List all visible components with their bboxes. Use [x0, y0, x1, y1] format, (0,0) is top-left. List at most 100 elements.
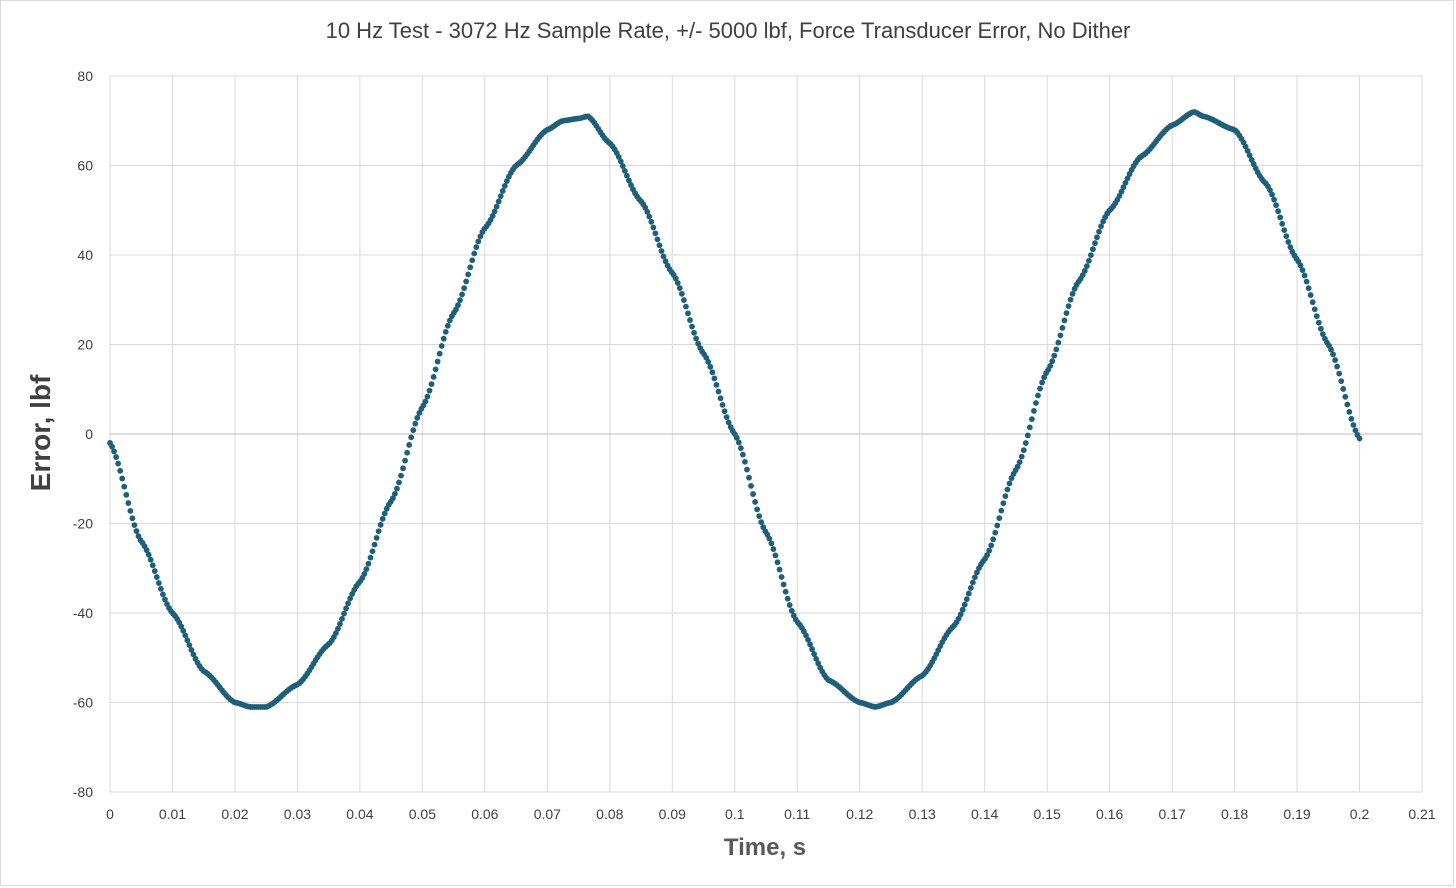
- data-point: [1049, 358, 1056, 365]
- data-point: [1028, 416, 1035, 423]
- data-point: [501, 182, 508, 189]
- data-point: [406, 442, 413, 448]
- data-point: [772, 552, 779, 559]
- data-point: [1313, 313, 1320, 320]
- data-point: [493, 203, 500, 210]
- x-tick-label: 0.19: [1283, 806, 1310, 822]
- data-point: [811, 651, 818, 657]
- data-point: [1065, 303, 1072, 310]
- x-tick-label: 0.02: [221, 806, 248, 822]
- data-point: [365, 560, 372, 567]
- data-point: [444, 322, 451, 329]
- data-point: [723, 414, 730, 421]
- y-tick-label: -80: [73, 784, 93, 800]
- data-point: [715, 388, 722, 395]
- data-point: [969, 579, 976, 586]
- data-point: [389, 495, 396, 502]
- data-point: [1026, 424, 1033, 431]
- data-point: [145, 551, 152, 558]
- x-tick-label: 0.13: [909, 806, 936, 822]
- data-point: [345, 600, 351, 607]
- data-point: [408, 434, 415, 441]
- data-point: [495, 198, 502, 205]
- data-point: [1008, 475, 1015, 482]
- y-tick-label: 80: [77, 68, 93, 84]
- x-tick-label: 0.1: [725, 806, 745, 822]
- data-point: [432, 366, 439, 373]
- data-point: [475, 238, 482, 245]
- data-point: [347, 595, 354, 602]
- data-point: [440, 335, 447, 342]
- data-point: [1328, 346, 1334, 353]
- data-point: [113, 454, 120, 460]
- data-point: [396, 479, 402, 486]
- data-point: [1085, 257, 1092, 264]
- data-point: [430, 374, 437, 380]
- data-point: [1118, 188, 1125, 195]
- data-point: [1285, 239, 1292, 245]
- data-point: [1319, 331, 1326, 338]
- data-point: [740, 451, 746, 458]
- data-point: [813, 655, 820, 662]
- data-point: [335, 625, 341, 632]
- data-point: [615, 154, 622, 160]
- data-point: [1081, 268, 1088, 274]
- data-point: [1020, 447, 1027, 454]
- data-point: [752, 499, 759, 505]
- data-point: [1269, 191, 1275, 198]
- x-tick-labels: 0 0.01 0.02 0.03 0.04 0.05 0.06 0.07 0.08 0.09 0.1…: [106, 806, 1436, 822]
- data-point: [988, 542, 995, 549]
- data-point: [1069, 290, 1076, 297]
- data-point: [648, 218, 655, 225]
- data-point: [160, 591, 166, 598]
- data-point: [1301, 272, 1308, 279]
- data-point: [123, 491, 130, 498]
- data-point: [744, 466, 750, 473]
- y-tick-label: 60: [77, 158, 93, 174]
- x-tick-label: 0.21: [1408, 806, 1435, 822]
- chart-title: 10 Hz Test - 3072 Hz Sample Rate, +/- 50…: [325, 18, 1131, 43]
- data-point: [343, 605, 349, 612]
- data-point: [1004, 486, 1011, 493]
- data-point: [182, 632, 189, 639]
- data-point: [778, 574, 785, 580]
- data-point: [678, 290, 685, 297]
- data-point: [986, 547, 993, 554]
- data-point: [1092, 240, 1098, 247]
- y-tick-labels: 80 60 40 20 0 -20 -40 -60 -80: [73, 68, 93, 800]
- data-point: [499, 188, 506, 194]
- data-point: [369, 548, 376, 555]
- data-point: [770, 546, 777, 552]
- data-point: [503, 178, 510, 185]
- data-point: [180, 627, 187, 634]
- data-point: [117, 467, 124, 474]
- data-point: [414, 414, 421, 421]
- data-point: [1279, 220, 1286, 227]
- data-point: [424, 393, 431, 400]
- data-point: [768, 540, 775, 547]
- data-point: [111, 448, 117, 455]
- data-point: [1248, 156, 1255, 163]
- data-point: [680, 297, 687, 303]
- data-point: [1305, 285, 1312, 292]
- data-point: [341, 610, 347, 617]
- data-point: [1273, 202, 1279, 209]
- data-point: [188, 647, 195, 653]
- x-tick-label: 0.07: [534, 806, 561, 822]
- x-tick-label: 0.11: [784, 806, 810, 822]
- data-point: [1018, 453, 1025, 460]
- data-point: [1303, 278, 1310, 285]
- data-point: [143, 547, 150, 554]
- data-point: [471, 250, 478, 257]
- data-point: [965, 590, 972, 597]
- data-point: [339, 615, 345, 622]
- x-tick-label: 0.2: [1350, 806, 1370, 822]
- data-point: [375, 528, 382, 535]
- y-tick-label: -60: [73, 695, 93, 711]
- data-point: [780, 581, 787, 588]
- data-point: [1277, 214, 1284, 221]
- data-point: [733, 434, 740, 441]
- data-point: [125, 500, 132, 506]
- data-point: [1024, 432, 1031, 439]
